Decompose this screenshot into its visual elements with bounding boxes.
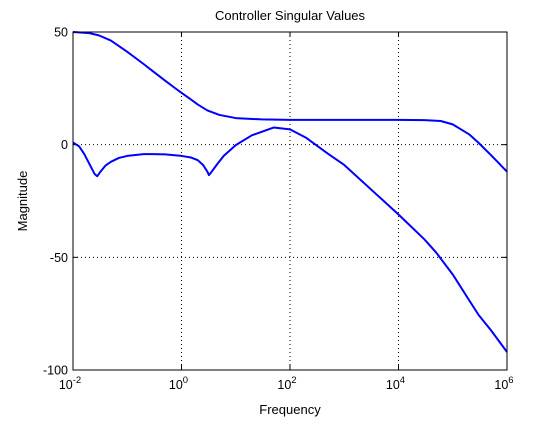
x-tick-label: 10-2 [59,375,81,392]
grid-lines [73,32,507,370]
y-tick-label: 0 [61,138,68,152]
x-tick-label: 102 [277,375,296,392]
x-axis-title: Frequency [259,402,321,417]
plot-border [72,31,508,371]
x-tick-label: 100 [169,375,188,392]
y-axis-title: Magnitude [15,171,30,232]
y-tick-label: -50 [50,251,68,265]
y-tick-label: 50 [54,26,68,40]
x-tick-label: 104 [386,375,405,392]
x-tick-label: 106 [494,375,513,392]
x-tick-labels: 10-2 100 102 104 106 [59,375,514,392]
series-line-2 [72,126,508,353]
series-lines [72,31,508,353]
y-tick-labels: 50 0 -50 -100 [43,26,68,378]
chart-title: Controller Singular Values [215,8,366,23]
series-line-1 [72,31,508,173]
y-tick-label: -100 [43,364,68,378]
